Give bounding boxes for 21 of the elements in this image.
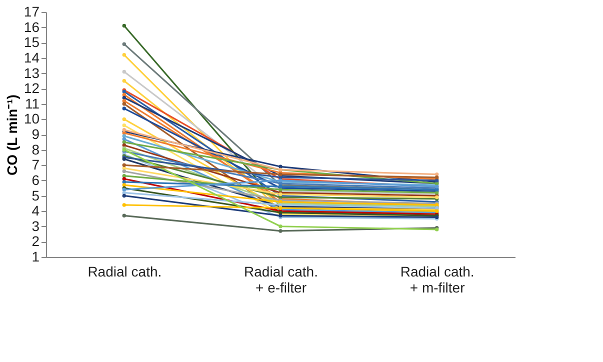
y-tick-label: 4 [32, 202, 40, 219]
y-tick-label: 5 [32, 187, 40, 204]
y-axis-title: CO (L min⁻¹) [4, 94, 20, 176]
y-tick-label: 14 [24, 49, 40, 66]
y-tick-label: 15 [24, 34, 40, 50]
y-tick-label: 13 [24, 64, 40, 81]
y-tick-label: 16 [24, 18, 40, 35]
y-tick-label: 6 [32, 172, 40, 188]
y-tick-label: 9 [32, 126, 40, 142]
y-tick-label: 11 [24, 95, 40, 112]
y-tick-label: 1 [32, 248, 40, 264]
y-tick-label: 12 [24, 80, 40, 96]
y-tick-label: 3 [32, 218, 40, 234]
y-tick-label: 17 [24, 4, 40, 20]
x-tick-label: Radial cath. + e-filter [244, 264, 318, 296]
x-tick-label: Radial cath. [88, 264, 162, 280]
x-tick-label: Radial cath. + m-filter [400, 264, 474, 296]
y-tick-label: 2 [32, 233, 40, 250]
y-tick-label: 8 [32, 141, 40, 158]
y-tick-label: 7 [32, 156, 40, 173]
y-tick-label: 10 [24, 110, 40, 127]
